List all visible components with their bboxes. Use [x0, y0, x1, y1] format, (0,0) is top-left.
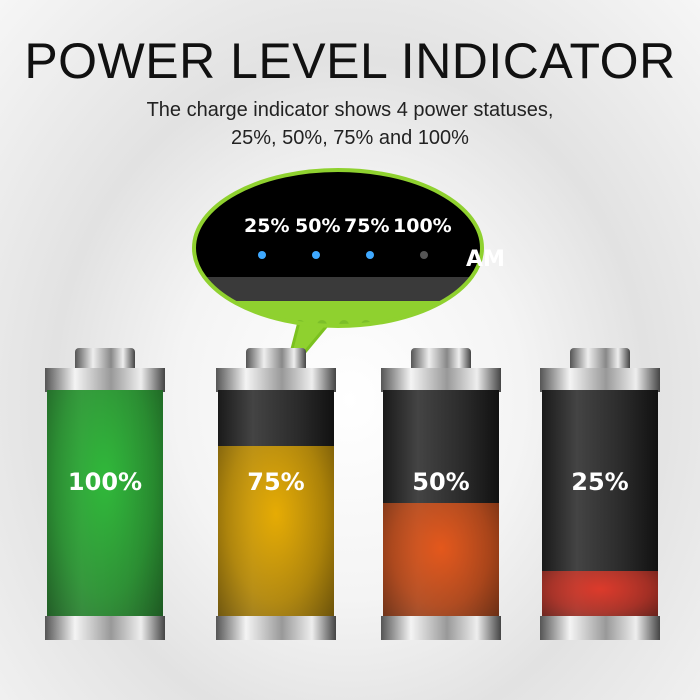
- battery-top-rim: [216, 368, 336, 392]
- battery-fill: [47, 390, 163, 616]
- indicator-partial-text: AM: [466, 247, 505, 272]
- battery-75pct: 75%: [216, 348, 336, 644]
- battery-top-rim: [381, 368, 501, 392]
- led-50: [312, 251, 320, 259]
- subtitle-line-1: The charge indicator shows 4 power statu…: [146, 99, 554, 121]
- indicator-label-75: 75%: [344, 215, 390, 237]
- battery-bottom-rim: [381, 616, 501, 640]
- led-75: [366, 251, 374, 259]
- battery-cap: [411, 348, 471, 370]
- battery-fill: [542, 571, 658, 616]
- subtitle-line-2: 25%, 50%, 75% and 100%: [231, 127, 469, 149]
- indicator-label-50: 50%: [295, 215, 341, 237]
- battery-body: [383, 390, 499, 616]
- battery-cap: [246, 348, 306, 370]
- battery-label: 100%: [67, 468, 143, 496]
- indicator-label-100: 100%: [393, 215, 452, 237]
- battery-label: 25%: [571, 468, 629, 496]
- battery-bottom-rim: [540, 616, 660, 640]
- battery-top-rim: [540, 368, 660, 392]
- subtitle: The charge indicator shows 4 power statu…: [0, 96, 700, 152]
- led-100: [420, 251, 428, 259]
- indicator-label-25: 25%: [244, 215, 290, 237]
- battery-bottom-rim: [45, 616, 165, 640]
- page-title: POWER LEVEL INDICATOR: [24, 33, 676, 89]
- led-25: [258, 251, 266, 259]
- battery-label: 75%: [247, 468, 305, 496]
- battery-body: [218, 390, 334, 616]
- battery-top-rim: [45, 368, 165, 392]
- battery-fill: [218, 446, 334, 616]
- battery-25pct: 25%: [540, 348, 660, 644]
- battery-fill: [383, 503, 499, 616]
- battery-100pct: 100%: [45, 348, 165, 644]
- battery-label: 50%: [412, 468, 470, 496]
- battery-bottom-rim: [216, 616, 336, 640]
- battery-body: [542, 390, 658, 616]
- battery-50pct: 50%: [381, 348, 501, 644]
- battery-cap: [570, 348, 630, 370]
- battery-body: [47, 390, 163, 616]
- battery-cap: [75, 348, 135, 370]
